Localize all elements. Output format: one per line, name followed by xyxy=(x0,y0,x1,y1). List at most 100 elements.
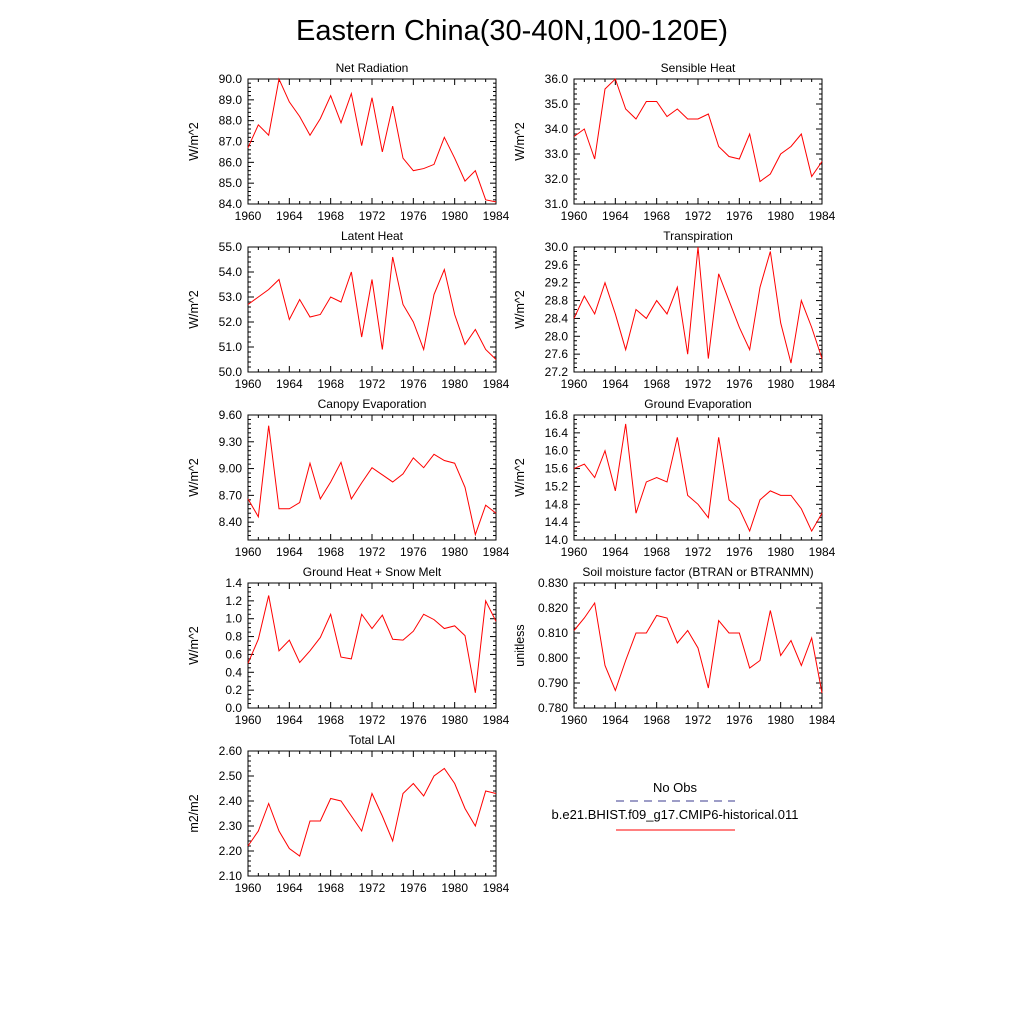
canopy-evaporation-xtick-label: 1960 xyxy=(235,545,262,559)
total-lai-xtick-label: 1976 xyxy=(400,881,427,895)
canopy-evaporation-panel-title: Canopy Evaporation xyxy=(318,397,427,411)
net-radiation-ytick-label: 84.0 xyxy=(219,197,243,211)
sensible-heat-panel-title: Sensible Heat xyxy=(661,61,736,75)
panel-transpiration: 1960 1964 1968 1972 1976 1980 1984 27.2 27.6 28.0… xyxy=(513,229,836,391)
total-lai-series-line xyxy=(247,767,497,857)
ground-evaporation-ytick-label: 16.4 xyxy=(545,426,569,440)
soil-moisture-factor-btran-or-btranmn-ytick-label: 0.820 xyxy=(538,601,568,615)
ground-evaporation-xtick-label: 1976 xyxy=(726,545,753,559)
ground-evaporation-ytick-label: 14.0 xyxy=(545,533,569,547)
ground-evaporation-ytick-label: 15.6 xyxy=(545,462,569,476)
ground-heat-snow-melt-xtick-label: 1964 xyxy=(276,713,303,727)
transpiration-xtick-label: 1960 xyxy=(561,377,588,391)
latent-heat-ytick-label: 54.0 xyxy=(219,265,243,279)
panel-sensible-heat: 1960 1964 1968 1972 1976 1980 1984 31.0 32.0 33.0… xyxy=(513,61,836,223)
ground-evaporation-panel-title: Ground Evaporation xyxy=(644,397,751,411)
transpiration-series-line xyxy=(573,246,823,364)
latent-heat-xtick-label: 1980 xyxy=(441,377,468,391)
total-lai-xtick-label: 1984 xyxy=(483,881,510,895)
latent-heat-series-line xyxy=(247,256,497,360)
total-lai-ytick-label: 2.50 xyxy=(219,769,243,783)
panel-total-lai: 1960 1964 1968 1972 1976 1980 1984 2.10 2.20 2.30… xyxy=(187,733,510,895)
total-lai-xtick-label: 1960 xyxy=(235,881,262,895)
sensible-heat-ytick-label: 31.0 xyxy=(545,197,569,211)
soil-moisture-factor-btran-or-btranmn-xtick-label: 1972 xyxy=(685,713,712,727)
total-lai-panel-title: Total LAI xyxy=(349,733,396,747)
canopy-evaporation-xtick-label: 1976 xyxy=(400,545,427,559)
transpiration-ytick-label: 28.4 xyxy=(545,311,569,325)
sensible-heat-series-line xyxy=(573,78,823,183)
soil-moisture-factor-btran-or-btranmn-xtick-label: 1968 xyxy=(643,713,670,727)
total-lai-xtick-label: 1980 xyxy=(441,881,468,895)
transpiration-ytick-label: 27.2 xyxy=(545,365,569,379)
sensible-heat-ytick-label: 33.0 xyxy=(545,147,569,161)
ground-heat-snow-melt-xtick-label: 1972 xyxy=(359,713,386,727)
latent-heat-ytick-label: 51.0 xyxy=(219,340,243,354)
canopy-evaporation-ytick-label: 9.00 xyxy=(219,462,243,476)
transpiration-axis-ticks xyxy=(573,246,823,373)
total-lai-xtick-label: 1972 xyxy=(359,881,386,895)
net-radiation-ytick-label: 86.0 xyxy=(219,155,243,169)
total-lai-ytick-label: 2.40 xyxy=(219,794,243,808)
net-radiation-series-line xyxy=(247,77,497,203)
net-radiation-ytick-label: 90.0 xyxy=(219,72,243,86)
canopy-evaporation-plot-frame xyxy=(247,414,497,541)
ground-heat-snow-melt-xtick-label: 1980 xyxy=(441,713,468,727)
transpiration-ytick-label: 30.0 xyxy=(545,240,569,254)
latent-heat-ytick-label: 55.0 xyxy=(219,240,243,254)
latent-heat-xtick-label: 1968 xyxy=(317,377,344,391)
soil-moisture-factor-btran-or-btranmn-ytick-label: 0.810 xyxy=(538,626,568,640)
ground-evaporation-series-line xyxy=(573,423,823,533)
ground-heat-snow-melt-y-axis-label: W/m^2 xyxy=(187,626,201,665)
soil-moisture-factor-btran-or-btranmn-xtick-label: 1960 xyxy=(561,713,588,727)
latent-heat-xtick-label: 1972 xyxy=(359,377,386,391)
ground-heat-snow-melt-ytick-label: 1.2 xyxy=(225,594,242,608)
legend-label-model: b.e21.BHIST.f09_g17.CMIP6-historical.011 xyxy=(552,807,799,822)
soil-moisture-factor-btran-or-btranmn-ytick-label: 0.780 xyxy=(538,701,568,715)
soil-moisture-factor-btran-or-btranmn-plot-frame xyxy=(573,582,823,709)
net-radiation-xtick-label: 1968 xyxy=(317,209,344,223)
sensible-heat-plot-frame xyxy=(573,78,823,205)
ground-evaporation-xtick-label: 1972 xyxy=(685,545,712,559)
net-radiation-plot-frame xyxy=(247,78,497,205)
sensible-heat-axis-ticks xyxy=(573,78,823,205)
latent-heat-ytick-label: 50.0 xyxy=(219,365,243,379)
net-radiation-y-axis-label: W/m^2 xyxy=(187,122,201,161)
latent-heat-xtick-label: 1976 xyxy=(400,377,427,391)
sensible-heat-xtick-label: 1976 xyxy=(726,209,753,223)
canopy-evaporation-axis-ticks xyxy=(247,414,497,541)
total-lai-ytick-label: 2.10 xyxy=(219,869,243,883)
transpiration-xtick-label: 1972 xyxy=(685,377,712,391)
ground-evaporation-ytick-label: 15.2 xyxy=(545,479,569,493)
sensible-heat-xtick-label: 1972 xyxy=(685,209,712,223)
ground-evaporation-plot-frame xyxy=(573,414,823,541)
ground-heat-snow-melt-ytick-label: 0.4 xyxy=(225,665,242,679)
ground-heat-snow-melt-ytick-label: 0.2 xyxy=(225,683,242,697)
transpiration-ytick-label: 29.6 xyxy=(545,258,569,272)
latent-heat-plot-frame xyxy=(247,246,497,373)
canopy-evaporation-y-axis-label: W/m^2 xyxy=(187,458,201,497)
ground-evaporation-xtick-label: 1968 xyxy=(643,545,670,559)
transpiration-ytick-label: 28.0 xyxy=(545,329,569,343)
ground-evaporation-xtick-label: 1960 xyxy=(561,545,588,559)
ground-evaporation-axis-ticks xyxy=(573,414,823,541)
ground-evaporation-xtick-label: 1984 xyxy=(809,545,836,559)
sensible-heat-ytick-label: 36.0 xyxy=(545,72,569,86)
soil-moisture-factor-btran-or-btranmn-xtick-label: 1984 xyxy=(809,713,836,727)
net-radiation-xtick-label: 1984 xyxy=(483,209,510,223)
canopy-evaporation-ytick-label: 9.30 xyxy=(219,435,243,449)
sensible-heat-ytick-label: 34.0 xyxy=(545,122,569,136)
latent-heat-xtick-label: 1960 xyxy=(235,377,262,391)
ground-heat-snow-melt-plot-frame xyxy=(247,582,497,709)
net-radiation-xtick-label: 1976 xyxy=(400,209,427,223)
canopy-evaporation-ytick-label: 8.70 xyxy=(219,488,243,502)
total-lai-ytick-label: 2.60 xyxy=(219,744,243,758)
total-lai-ytick-label: 2.30 xyxy=(219,819,243,833)
net-radiation-xtick-label: 1972 xyxy=(359,209,386,223)
panel-ground-heat-snow-melt: 1960 1964 1968 1972 1976 1980 1984 0.0 0.2 0.4 0.6… xyxy=(187,565,510,727)
net-radiation-panel-title: Net Radiation xyxy=(336,61,409,75)
sensible-heat-y-axis-label: W/m^2 xyxy=(513,122,527,161)
sensible-heat-xtick-label: 1964 xyxy=(602,209,629,223)
ground-heat-snow-melt-xtick-label: 1984 xyxy=(483,713,510,727)
